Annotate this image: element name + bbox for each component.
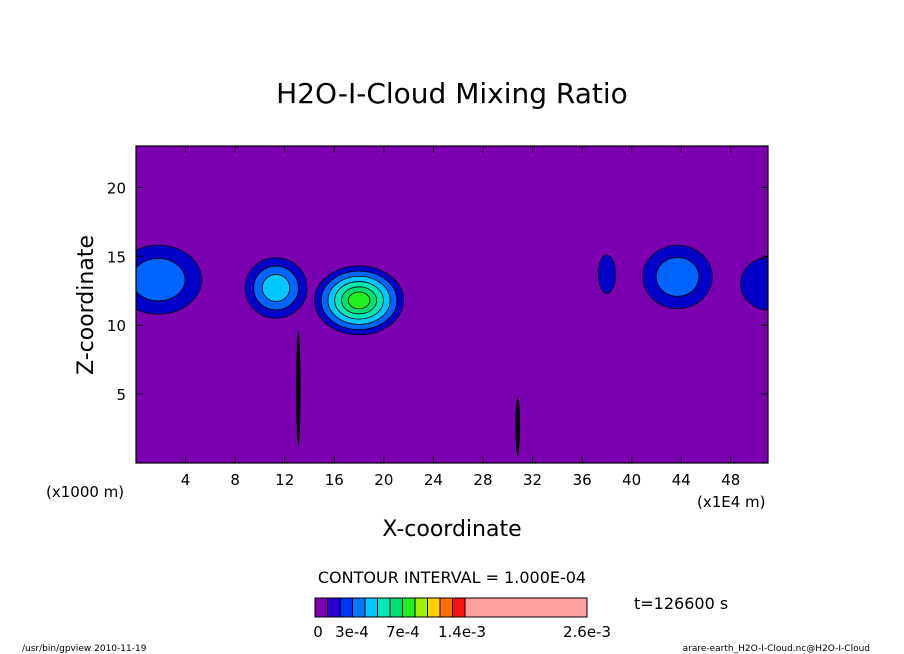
plot-frame xyxy=(135,145,769,464)
x-tick-label: 16 xyxy=(325,471,344,489)
colorbar-swatch xyxy=(364,597,378,618)
colorbar-swatch xyxy=(314,597,328,618)
x-tick-label: 36 xyxy=(573,471,592,489)
cloud-left-edge-level-2 xyxy=(136,258,186,302)
cloud-near-38 xyxy=(597,254,616,294)
y-tick-label: 10 xyxy=(107,317,126,335)
colorbar-swatch xyxy=(452,597,466,618)
contour-layer xyxy=(136,244,768,457)
colorbar-swatch xyxy=(464,597,588,618)
colorbar-swatch xyxy=(352,597,366,618)
colorbar-swatch xyxy=(377,597,391,618)
streak-near-13 xyxy=(296,330,301,447)
x-tick-label: 28 xyxy=(473,471,492,489)
y-tick-label: 15 xyxy=(107,248,126,266)
colorbar-swatch xyxy=(414,597,428,618)
x-tick-label: 20 xyxy=(374,471,393,489)
colorbar-tick-label: 2.6e-3 xyxy=(563,623,611,641)
time-text: t=126600 s xyxy=(634,594,728,613)
colorbar-swatch xyxy=(339,597,353,618)
x-tick-label: 12 xyxy=(275,471,294,489)
x-tick-label: 44 xyxy=(672,471,691,489)
cloud-near-18 xyxy=(314,265,405,336)
cloud-near-11 xyxy=(244,257,308,319)
x-tick-label: 4 xyxy=(181,471,191,489)
x-tick-label: 40 xyxy=(622,471,641,489)
colorbar-swatch xyxy=(402,597,416,618)
footer-right-text: arare-earth_H2O-I-Cloud.nc@H2O-I-Cloud xyxy=(683,644,870,654)
cloud-near-44-level-2 xyxy=(655,257,700,297)
cloud-near-18-level-6 xyxy=(347,291,371,310)
colorbar-tick-label: 1.4e-3 xyxy=(438,623,486,641)
cloud-near-11-level-3 xyxy=(261,274,291,302)
x-axis-label: X-coordinate xyxy=(382,517,521,542)
colorbar-tick-label: 3e-4 xyxy=(335,623,369,641)
streak-near-31 xyxy=(515,396,520,457)
chart-title: H2O-I-Cloud Mixing Ratio xyxy=(276,77,628,110)
y-tick-label: 20 xyxy=(107,179,126,197)
contour-interval-text: CONTOUR INTERVAL = 1.000E-04 xyxy=(318,568,586,587)
colorbar: 0 3e-4 7e-4 1.4e-3 2.6e-3 xyxy=(313,597,611,641)
x-tick-label: 24 xyxy=(424,471,443,489)
x-axis-unit-right: (x1E4 m) xyxy=(697,493,766,511)
x-tick-label: 48 xyxy=(721,471,740,489)
y-tick-label: 5 xyxy=(116,386,126,404)
colorbar-swatch xyxy=(427,597,441,618)
colorbar-tick-label: 7e-4 xyxy=(386,623,420,641)
footer-left-text: /usr/bin/gpview 2010-11-19 xyxy=(22,644,147,654)
x-tick-label: 8 xyxy=(230,471,240,489)
colorbar-swatch xyxy=(439,597,453,618)
colorbar-swatch xyxy=(389,597,403,618)
x-tick-label: 32 xyxy=(523,471,542,489)
cloud-left-edge xyxy=(136,244,203,315)
y-axis-label: Z-coordinate xyxy=(74,235,99,375)
colorbar-swatch xyxy=(327,597,341,618)
cloud-near-44 xyxy=(642,244,713,310)
colorbar-tick-label: 0 xyxy=(313,623,323,641)
cloud-near-38-level-1 xyxy=(597,254,616,294)
x-axis-unit-left: (x1000 m) xyxy=(46,483,124,501)
